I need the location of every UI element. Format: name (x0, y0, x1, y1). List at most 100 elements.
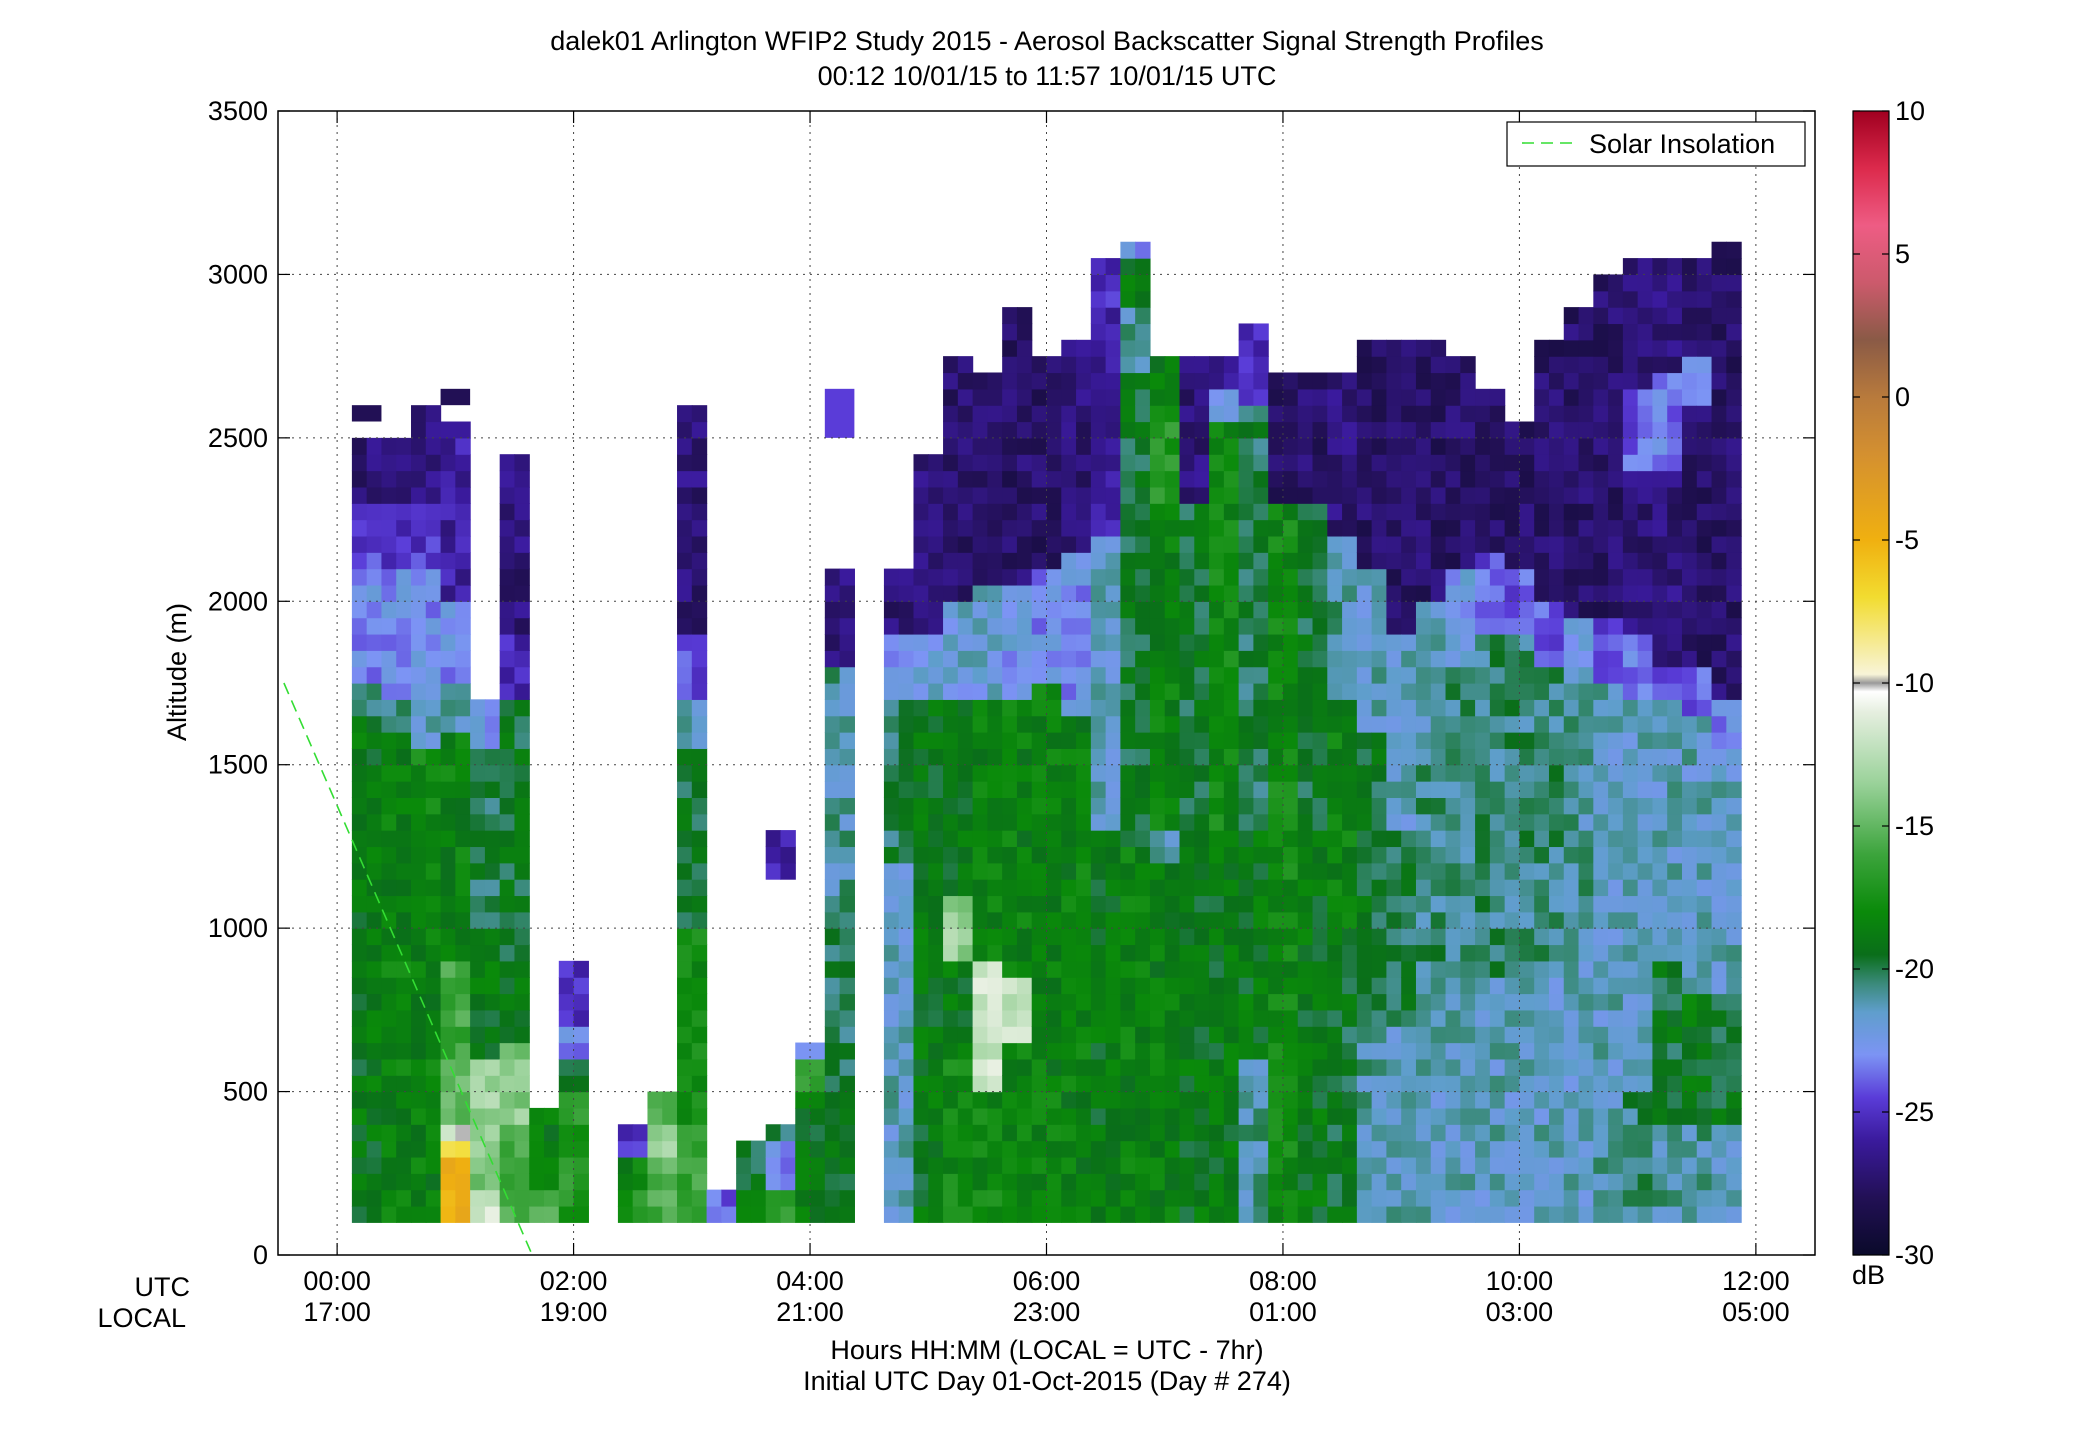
heatmap-cell (1179, 503, 1195, 521)
heatmap-cell (1031, 1107, 1048, 1125)
heatmap-cell (1149, 405, 1166, 423)
heatmap-cell (1179, 584, 1195, 602)
heatmap-cell (1061, 813, 1077, 831)
heatmap-cell (1445, 421, 1461, 439)
heatmap-cell (957, 454, 974, 472)
heatmap-cell (987, 813, 1003, 831)
heatmap-cell (1342, 617, 1358, 635)
heatmap-cell (1711, 290, 1727, 308)
heatmap-cell (1076, 405, 1092, 423)
heatmap-cell (1282, 911, 1299, 929)
heatmap-cell (1475, 1026, 1491, 1044)
heatmap-cell (1637, 666, 1654, 684)
heatmap-cell (1209, 1173, 1225, 1191)
heatmap-cell (396, 699, 412, 717)
heatmap-cell (1031, 862, 1048, 880)
heatmap-cell (1726, 584, 1742, 602)
heatmap-cell (1223, 1042, 1240, 1060)
heatmap-cell (1593, 339, 1609, 357)
heatmap-cell (1268, 650, 1284, 668)
heatmap-cell (1061, 699, 1077, 717)
heatmap-cell (1002, 764, 1018, 782)
heatmap-cell (1282, 388, 1299, 406)
heatmap-cell (1031, 993, 1048, 1011)
heatmap-cell (351, 944, 368, 962)
heatmap-cell (928, 1009, 944, 1027)
heatmap-cell (943, 1156, 959, 1174)
heatmap-cell (1711, 535, 1727, 553)
heatmap-cell (824, 1091, 841, 1109)
heatmap-cell (1652, 274, 1668, 292)
heatmap-cell (1282, 584, 1299, 602)
heatmap-cell (1563, 1156, 1580, 1174)
heatmap-cell (1534, 584, 1550, 602)
heatmap-cell (957, 421, 974, 439)
heatmap-cell (824, 1124, 841, 1142)
heatmap-cell (987, 633, 1003, 651)
heatmap-cell (1637, 1026, 1654, 1044)
heatmap-cell (1076, 388, 1092, 406)
heatmap-cell (1327, 519, 1343, 537)
heatmap-cell (366, 617, 383, 635)
heatmap-cell (381, 683, 397, 700)
heatmap-cell (1356, 911, 1373, 929)
heatmap-cell (1608, 519, 1624, 537)
heatmap-cell (1238, 1173, 1255, 1191)
heatmap-cell (1076, 1026, 1092, 1044)
heatmap-cell (1460, 1124, 1476, 1142)
heatmap-cell (1046, 732, 1062, 749)
heatmap-cell (499, 960, 516, 978)
heatmap-cell (1105, 421, 1121, 439)
heatmap-cell (1475, 650, 1491, 668)
heatmap-cell (1090, 1026, 1107, 1044)
heatmap-cell (1016, 405, 1033, 423)
heatmap-cell (381, 715, 397, 733)
heatmap-cell (1593, 715, 1609, 733)
heatmap-cell (1312, 454, 1328, 472)
heatmap-cell (1578, 1091, 1594, 1109)
heatmap-cell (1016, 1091, 1033, 1109)
heatmap-cell (1031, 1091, 1048, 1109)
heatmap-cell (1238, 944, 1255, 962)
heatmap-cell (1667, 470, 1683, 488)
heatmap-cell (898, 1107, 915, 1125)
heatmap-cell (972, 1140, 988, 1158)
heatmap-cell (351, 1107, 368, 1125)
heatmap-cell (1297, 1009, 1314, 1027)
heatmap-cell (1312, 748, 1328, 766)
heatmap-cell (1430, 944, 1447, 962)
heatmap-cell (1519, 1058, 1535, 1076)
heatmap-cell (1253, 584, 1269, 602)
heatmap-cell (1135, 372, 1151, 390)
heatmap-cell (1282, 1058, 1299, 1076)
heatmap-cell (1578, 568, 1594, 586)
heatmap-cell (1268, 437, 1284, 455)
heatmap-cell (1238, 1058, 1255, 1076)
heatmap-cell (1253, 699, 1269, 717)
heatmap-cell (1194, 1173, 1210, 1191)
heatmap-cell (1622, 568, 1639, 586)
heatmap-cell (1120, 1173, 1136, 1191)
heatmap-cell (943, 764, 959, 782)
heatmap-cell (1268, 666, 1284, 684)
heatmap-cell (440, 1173, 456, 1191)
heatmap-cell (1105, 568, 1121, 586)
heatmap-cell (1622, 1075, 1639, 1093)
heatmap-cell (824, 715, 841, 733)
heatmap-cell (1608, 274, 1624, 292)
heatmap-cell (1061, 650, 1077, 668)
heatmap-cell (972, 1107, 988, 1125)
heatmap-cell (928, 748, 944, 766)
heatmap-cell (1608, 454, 1624, 472)
heatmap-cell (1031, 486, 1048, 504)
heatmap-cell (1593, 486, 1609, 504)
heatmap-cell (1504, 437, 1521, 455)
heatmap-cell (1430, 617, 1447, 635)
heatmap-cell (425, 470, 442, 488)
heatmap-cell (1105, 748, 1121, 766)
heatmap-cell (1209, 928, 1225, 946)
heatmap-cell (1534, 601, 1550, 619)
heatmap-cell (396, 781, 412, 798)
heatmap-cell (411, 1058, 427, 1076)
heatmap-cell (1489, 1205, 1506, 1223)
